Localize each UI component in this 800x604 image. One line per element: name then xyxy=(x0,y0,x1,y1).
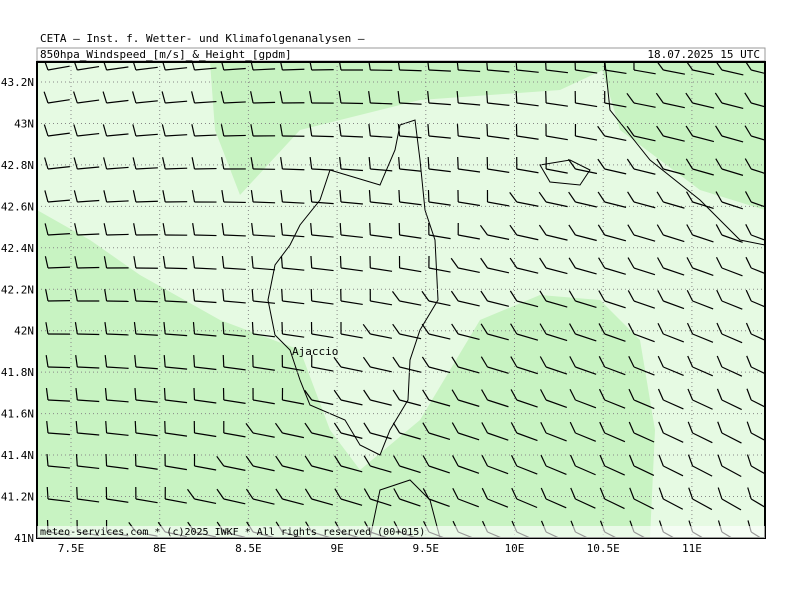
barb-flag xyxy=(487,91,488,103)
lon-label: 9.5E xyxy=(413,542,440,555)
header-left: 850hpa_Windspeed_[m/s]_&_Height_[gpdm] xyxy=(40,48,292,61)
barb-flag xyxy=(223,355,224,367)
lat-label: 43N xyxy=(14,117,34,130)
barb-flag xyxy=(457,124,458,136)
lon-label: 10E xyxy=(505,542,525,555)
barb-staff xyxy=(165,168,187,169)
barb-flag xyxy=(340,223,341,235)
lat-label: 42.2N xyxy=(1,283,34,296)
barb-staff xyxy=(253,202,275,203)
barb-flag xyxy=(76,454,77,466)
map-area xyxy=(37,58,773,544)
barb-staff xyxy=(195,235,217,236)
barb-staff xyxy=(253,102,275,103)
barb-staff xyxy=(224,135,246,136)
barb-flag xyxy=(458,157,459,169)
barb-flag xyxy=(311,256,312,268)
barb-flag xyxy=(252,322,253,334)
lat-label: 42N xyxy=(14,325,34,338)
barb-flag xyxy=(77,487,78,499)
lat-label: 42.4N xyxy=(1,242,34,255)
header-right: 18.07.2025 15 UTC xyxy=(647,48,760,61)
barb-flag xyxy=(47,487,48,499)
barb-staff xyxy=(312,136,334,137)
lon-label: 8.5E xyxy=(235,542,262,555)
lat-label: 41.2N xyxy=(1,491,34,504)
barb-flag xyxy=(106,454,107,466)
barb-flag xyxy=(399,190,400,202)
lon-label: 8E xyxy=(153,542,166,555)
barb-flag xyxy=(282,289,283,301)
header-line: CETA – Inst. f. Wetter- und Klimafolgena… xyxy=(40,32,365,45)
lat-label: 43.2N xyxy=(1,76,34,89)
barb-flag xyxy=(370,223,371,235)
footer: meteo-services.com * (c)2025 IWKF * All … xyxy=(40,527,425,538)
barb-flag xyxy=(194,355,195,367)
lon-label: 11E xyxy=(682,542,702,555)
lat-label: 41.8N xyxy=(1,366,34,379)
barb-flag xyxy=(194,388,195,400)
barb-flag xyxy=(164,388,165,400)
place-label: Ajaccio xyxy=(292,345,338,358)
lat-label: 41N xyxy=(14,532,34,545)
lat-label: 42.6N xyxy=(1,200,34,213)
barb-staff xyxy=(282,169,304,170)
barb-staff xyxy=(400,70,422,71)
lat-label: 41.6N xyxy=(1,408,34,421)
barb-flag xyxy=(340,256,341,268)
lon-label: 9E xyxy=(330,542,343,555)
barb-staff xyxy=(107,234,129,235)
barb-staff xyxy=(136,201,158,202)
lon-label: 7.5E xyxy=(58,542,85,555)
lat-label: 42.8N xyxy=(1,159,34,172)
barb-staff xyxy=(165,268,187,269)
barb-staff xyxy=(282,69,304,70)
lat-label: 41.4N xyxy=(1,449,34,462)
barb-flag xyxy=(516,91,517,103)
lon-label: 10.5E xyxy=(587,542,620,555)
barb-flag xyxy=(428,157,429,169)
barb-staff xyxy=(136,301,158,302)
barb-staff xyxy=(48,367,70,368)
barb-flag xyxy=(487,124,488,136)
barb-flag xyxy=(223,322,224,334)
barb-flag xyxy=(135,421,136,433)
